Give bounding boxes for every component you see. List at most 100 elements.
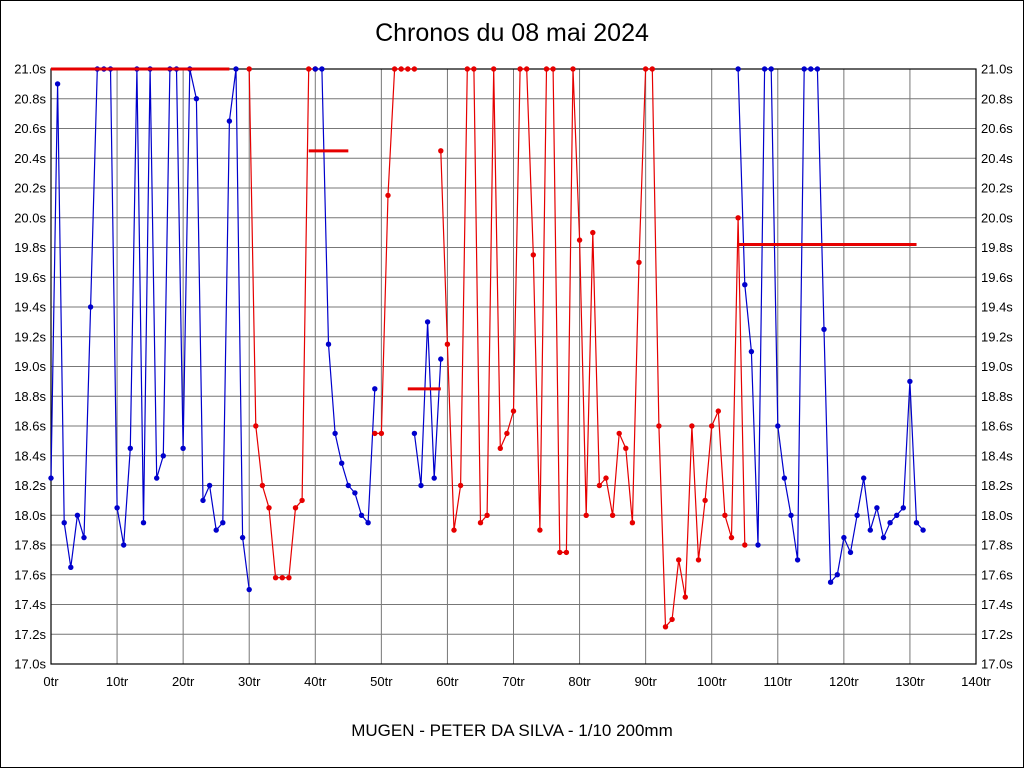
data-point bbox=[649, 66, 655, 72]
x-tick-label: 50tr bbox=[370, 674, 393, 689]
data-point bbox=[913, 520, 920, 526]
data-point bbox=[662, 624, 669, 630]
data-point bbox=[874, 505, 880, 511]
data-point bbox=[444, 341, 451, 347]
x-tick-label: 120tr bbox=[829, 674, 859, 689]
data-point bbox=[61, 520, 67, 526]
data-point bbox=[477, 520, 484, 526]
x-tick-label: 40tr bbox=[304, 674, 327, 689]
data-point bbox=[742, 282, 748, 288]
x-tick-label: 70tr bbox=[502, 674, 525, 689]
series-line-stint-5-blue bbox=[413, 321, 442, 486]
y-tick-label-right: 17.8s bbox=[981, 538, 1013, 553]
data-point bbox=[735, 66, 741, 72]
data-point bbox=[74, 512, 81, 518]
data-point bbox=[794, 557, 801, 563]
y-tick-label-left: 18.2s bbox=[14, 478, 46, 493]
series-line-stint-2-red bbox=[248, 68, 316, 579]
data-point bbox=[801, 66, 807, 72]
y-tick-label-right: 17.6s bbox=[981, 567, 1013, 582]
data-point bbox=[424, 319, 431, 325]
y-tick-label-left: 20.6s bbox=[14, 121, 46, 136]
data-point bbox=[451, 527, 457, 533]
data-point bbox=[728, 534, 735, 541]
data-point bbox=[114, 505, 120, 511]
data-point bbox=[378, 430, 385, 437]
y-tick-label-right: 17.2s bbox=[981, 627, 1013, 642]
series-line-stint-4-red bbox=[374, 68, 415, 434]
y-tick-label-left: 19.6s bbox=[14, 270, 46, 285]
y-tick-label-right: 19.2s bbox=[981, 329, 1013, 344]
data-point bbox=[702, 497, 708, 504]
x-tick-label: 140tr bbox=[961, 674, 991, 689]
data-point bbox=[563, 549, 570, 556]
data-point bbox=[239, 534, 246, 541]
data-point bbox=[530, 252, 536, 258]
data-point bbox=[636, 259, 642, 266]
data-point bbox=[279, 575, 285, 581]
data-point bbox=[761, 66, 768, 72]
plot-border bbox=[50, 68, 977, 665]
y-tick-label-right: 21.0s bbox=[981, 62, 1013, 77]
y-tick-label-right: 18.2s bbox=[981, 478, 1013, 493]
data-point bbox=[847, 549, 854, 556]
data-point bbox=[676, 557, 682, 563]
data-point bbox=[775, 423, 781, 429]
data-point bbox=[213, 527, 219, 533]
y-tick-label-left: 19.0s bbox=[14, 359, 46, 374]
data-point bbox=[669, 616, 675, 623]
y-tick-label-left: 20.0s bbox=[14, 210, 46, 225]
data-point bbox=[517, 66, 523, 72]
x-tick-label: 110tr bbox=[763, 674, 792, 689]
data-point bbox=[821, 326, 827, 332]
data-point bbox=[920, 527, 926, 533]
y-tick-label-left: 19.8s bbox=[14, 240, 46, 255]
y-tick-label-right: 20.8s bbox=[981, 91, 1013, 106]
y-tick-label-left: 18.4s bbox=[14, 448, 46, 463]
data-point bbox=[431, 475, 437, 481]
y-tick-label-right: 18.6s bbox=[981, 419, 1013, 434]
data-point bbox=[854, 512, 860, 518]
data-point bbox=[497, 445, 503, 451]
data-point bbox=[345, 482, 351, 489]
data-point bbox=[233, 66, 239, 72]
x-tick-label: 30tr bbox=[238, 674, 261, 689]
data-point bbox=[352, 490, 358, 496]
data-point bbox=[570, 66, 576, 72]
data-point bbox=[543, 66, 550, 72]
y-tick-label-left: 17.2s bbox=[14, 627, 46, 642]
y-tick-label-right: 20.0s bbox=[981, 210, 1013, 225]
data-point bbox=[358, 512, 365, 518]
data-point bbox=[87, 304, 94, 310]
data-point bbox=[272, 575, 279, 581]
y-tick-label-right: 18.0s bbox=[981, 508, 1013, 523]
data-point bbox=[398, 66, 404, 72]
data-point bbox=[524, 66, 530, 72]
series-line-stint-1-blue bbox=[50, 68, 250, 590]
data-point bbox=[834, 572, 840, 578]
data-point bbox=[253, 423, 259, 429]
data-point bbox=[306, 66, 312, 72]
x-tick-label: 0tr bbox=[43, 674, 59, 689]
series-line-stint-6-red bbox=[440, 68, 746, 629]
data-point bbox=[709, 423, 715, 429]
data-point bbox=[339, 460, 345, 466]
data-point bbox=[900, 505, 906, 511]
y-tick-label-left: 18.0s bbox=[14, 508, 46, 523]
data-point bbox=[266, 505, 272, 511]
data-point bbox=[742, 542, 748, 548]
y-tick-label-left: 20.2s bbox=[14, 181, 46, 196]
data-point bbox=[510, 408, 517, 414]
data-point bbox=[887, 520, 893, 526]
x-tick-label: 60tr bbox=[436, 674, 459, 689]
data-point bbox=[299, 497, 305, 504]
data-point bbox=[557, 549, 563, 556]
data-point bbox=[121, 542, 127, 548]
data-point bbox=[590, 229, 596, 236]
series-line-stint-3-blue bbox=[315, 68, 376, 525]
y-tick-label-right: 19.6s bbox=[981, 270, 1013, 285]
data-point bbox=[193, 96, 200, 102]
y-tick-label-left: 19.2s bbox=[14, 329, 46, 344]
